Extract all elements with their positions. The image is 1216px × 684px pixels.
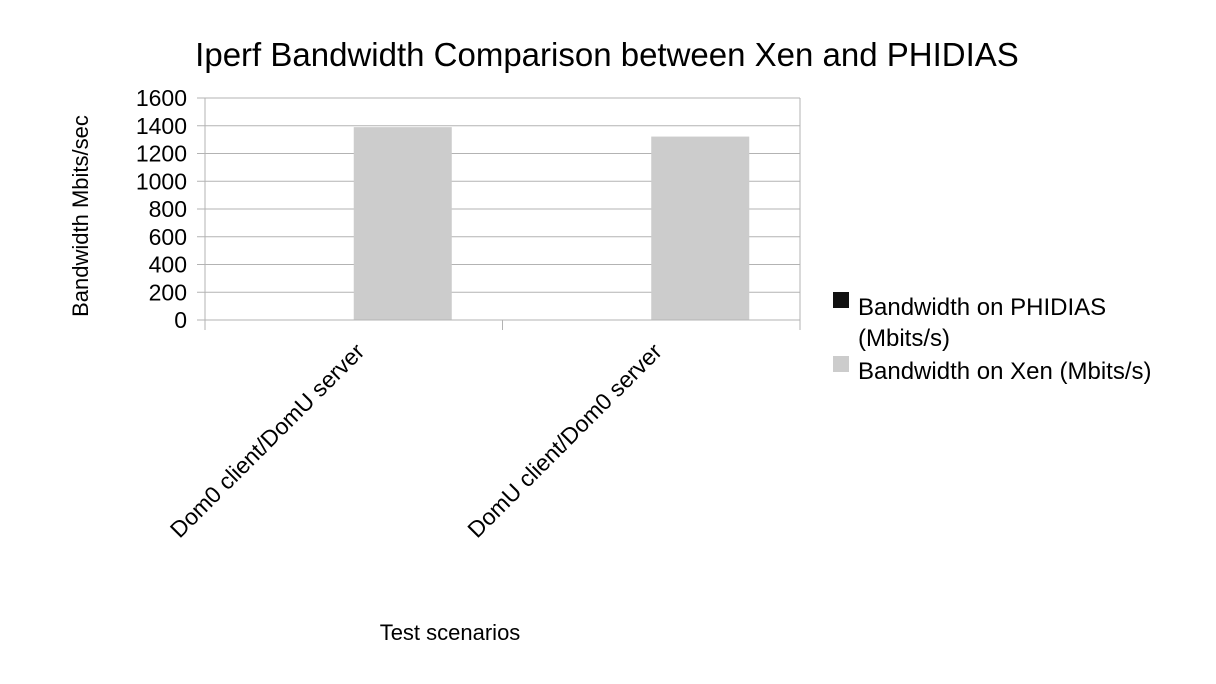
y-axis-label: Bandwidth Mbits/sec <box>68 115 93 317</box>
y-tick-label: 1200 <box>136 141 187 167</box>
legend-swatch <box>833 292 849 308</box>
y-tick-label: 400 <box>149 252 187 278</box>
y-tick-label: 1000 <box>136 168 187 194</box>
y-tick-label: 600 <box>149 224 187 250</box>
x-tick-label: Dom0 client/DomU server <box>165 338 370 543</box>
x-tick-labels: Dom0 client/DomU server DomU client/Dom0 … <box>165 338 667 543</box>
chart-title: Iperf Bandwidth Comparison between Xen a… <box>195 36 1019 73</box>
x-tick-label: DomU client/Dom0 server <box>462 338 667 543</box>
axes <box>204 98 801 330</box>
y-tick-label: 800 <box>149 196 187 222</box>
bar <box>353 127 452 320</box>
bars <box>353 127 750 320</box>
legend-entry: Bandwidth on PHIDIAS (Mbits/s) <box>858 294 1106 352</box>
y-tick-label: 1600 <box>136 85 187 111</box>
legend-entry: Bandwidth on Xen (Mbits/s) <box>858 358 1151 385</box>
legend-swatch <box>833 356 849 372</box>
y-tick-label: 0 <box>174 307 187 333</box>
x-axis-label: Test scenarios <box>380 620 521 645</box>
y-tick-label: 1400 <box>136 113 187 139</box>
legend: Bandwidth on PHIDIAS (Mbits/s) Bandwidth o… <box>833 292 1151 385</box>
y-tick-label: 200 <box>149 279 187 305</box>
bar <box>651 136 750 320</box>
